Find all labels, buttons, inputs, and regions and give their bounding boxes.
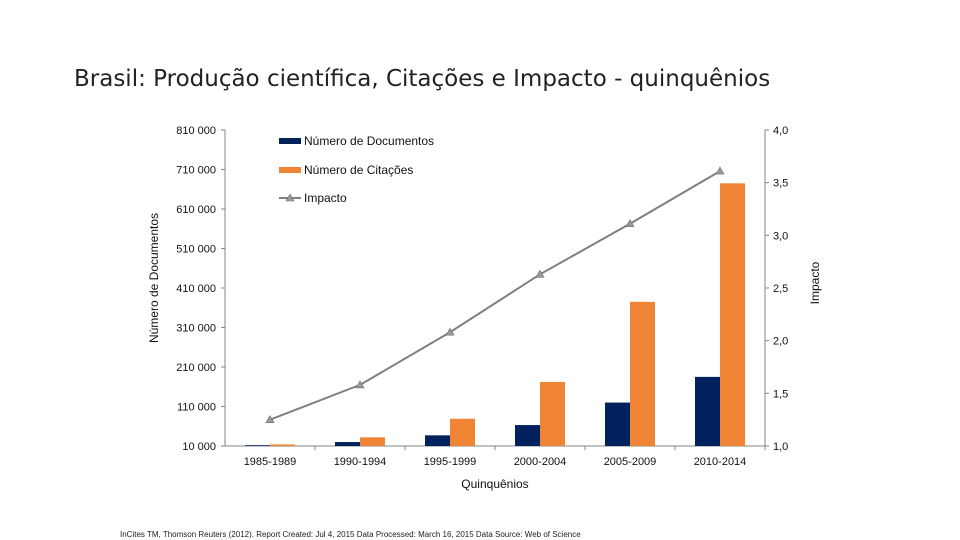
impacto-point-2010-2014 bbox=[715, 166, 725, 175]
y-tick-label: 410 000 bbox=[176, 283, 216, 295]
citacoes-bar-1995-1999 bbox=[450, 418, 475, 446]
y2-tick-label: 3,5 bbox=[773, 178, 788, 190]
y-tick-label: 310 000 bbox=[176, 323, 216, 335]
y-axis-title: Número de Documentos bbox=[147, 213, 161, 343]
y-tick-label: 10 000 bbox=[182, 441, 216, 453]
legend-swatch-documentos bbox=[279, 138, 301, 144]
source-note: InCites TM, Thomson Reuters (2012). Repo… bbox=[120, 530, 581, 539]
impacto-point-1990-1994 bbox=[355, 380, 365, 389]
documentos-bar-2010-2014 bbox=[695, 376, 720, 446]
citacoes-bar-2010-2014 bbox=[720, 183, 745, 446]
documentos-bar-2000-2004 bbox=[515, 425, 540, 446]
legend-marker-impacto bbox=[285, 193, 295, 202]
citacoes-bar-1990-1994 bbox=[360, 437, 385, 446]
impacto-point-1985-1989 bbox=[265, 415, 275, 423]
y2-tick-label: 2,5 bbox=[773, 283, 788, 295]
y2-tick-label: 4,0 bbox=[773, 125, 788, 137]
impacto-point-2005-2009 bbox=[625, 219, 635, 228]
y2-tick-label: 3,0 bbox=[773, 230, 788, 242]
impacto-line bbox=[269, 170, 721, 421]
y2-axis-title: Impacto bbox=[808, 261, 822, 304]
x-tick-label: 1995-1999 bbox=[424, 456, 477, 468]
documentos-bar-1990-1994 bbox=[335, 442, 360, 446]
impacto-point-2000-2004 bbox=[535, 269, 545, 278]
legend-label-2: Impacto bbox=[304, 191, 347, 205]
y-tick-label: 810 000 bbox=[176, 125, 216, 137]
y-tick-label: 210 000 bbox=[176, 362, 216, 374]
y2-tick-label: 2,0 bbox=[773, 336, 788, 348]
x-tick-label: 2010-2014 bbox=[694, 456, 747, 468]
impacto-point-1995-1999 bbox=[445, 327, 455, 336]
x-tick-label: 2005-2009 bbox=[604, 456, 657, 468]
citacoes-bar-2005-2009 bbox=[630, 301, 655, 446]
x-tick-label: 2000-2004 bbox=[514, 456, 567, 468]
y-tick-label: 610 000 bbox=[176, 204, 216, 216]
documentos-bar-1995-1999 bbox=[425, 435, 450, 446]
page-title: Brasil: Produção científica, Citações e … bbox=[74, 66, 771, 92]
documentos-bar-2005-2009 bbox=[605, 402, 630, 446]
documentos-bar-1985-1989 bbox=[245, 445, 270, 446]
x-tick-label: 1990-1994 bbox=[334, 456, 387, 468]
y-tick-label: 710 000 bbox=[176, 165, 216, 177]
x-tick-label: 1985-1989 bbox=[244, 456, 297, 468]
legend-label-0: Número de Documentos bbox=[304, 134, 434, 148]
y2-tick-label: 1,5 bbox=[773, 388, 788, 400]
y2-tick-label: 1,0 bbox=[773, 441, 788, 453]
y-tick-label: 110 000 bbox=[177, 402, 216, 414]
legend-label-1: Número de Citações bbox=[304, 163, 413, 177]
y-tick-label: 510 000 bbox=[176, 244, 216, 256]
citacoes-bar-2000-2004 bbox=[540, 382, 565, 446]
citacoes-bar-1985-1989 bbox=[270, 444, 295, 446]
legend-swatch-citacoes bbox=[279, 167, 301, 173]
x-axis-title: Quinquênios bbox=[461, 477, 528, 491]
